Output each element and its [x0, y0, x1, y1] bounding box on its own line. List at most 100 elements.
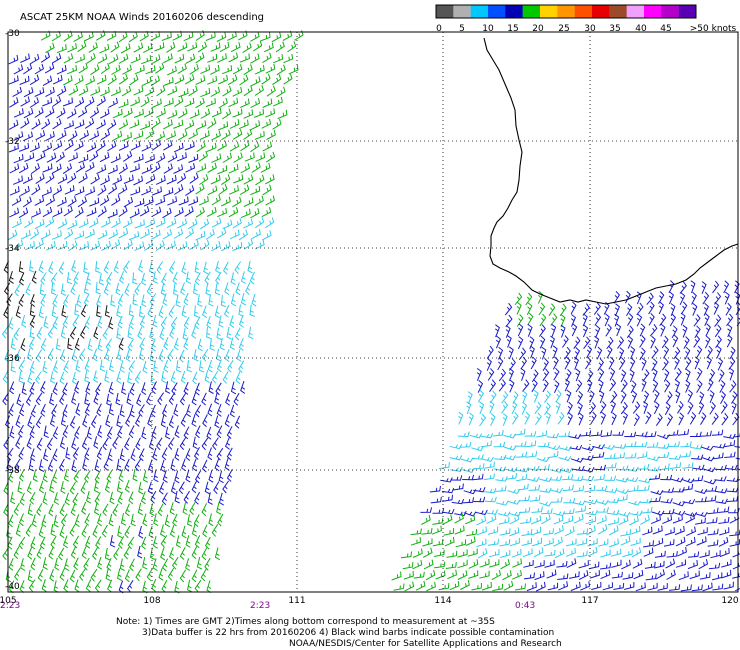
wind-barb: [630, 380, 637, 394]
wind-barb: [27, 371, 33, 385]
wind-barb: [670, 477, 684, 483]
wind-barb: [44, 63, 55, 74]
wind-barb: [129, 208, 140, 219]
wind-barb: [15, 436, 21, 450]
wind-barb: [196, 556, 203, 570]
wind-barb: [700, 445, 714, 451]
wind-barb: [67, 43, 77, 53]
wind-barb: [567, 412, 574, 426]
wind-barb: [714, 292, 722, 305]
wind-barb: [34, 219, 45, 230]
wind-barb: [45, 216, 55, 228]
wind-barb: [222, 152, 232, 163]
wind-barb: [68, 85, 79, 96]
wind-barb: [93, 480, 100, 494]
wind-barb: [141, 294, 147, 308]
wind-barb: [250, 31, 260, 42]
wind-barb: [176, 172, 187, 184]
wind-barb: [23, 87, 34, 98]
wind-barb: [500, 559, 510, 570]
wind-barb: [42, 163, 53, 173]
wind-barb: [173, 119, 184, 129]
wind-barb: [517, 483, 529, 491]
wind-barb: [243, 85, 253, 97]
wind-barb: [541, 346, 547, 360]
wind-barb: [50, 535, 57, 549]
wind-barb: [84, 402, 91, 416]
wind-barb: [71, 459, 77, 473]
wind-barb: [143, 196, 154, 207]
wind-barb: [133, 153, 144, 163]
wind-barb: [652, 368, 658, 382]
wind-barb: [211, 107, 222, 118]
wind-barb: [63, 579, 69, 593]
wind-barb: [495, 335, 502, 349]
wind-barb: [74, 186, 85, 196]
wind-barb: [37, 568, 44, 582]
wind-barb: [653, 389, 660, 403]
wind-barb: [153, 469, 159, 483]
wind-barb: [476, 526, 487, 536]
note-line-2: 3)Data buffer is 22 hrs from 20160206 4)…: [142, 628, 554, 638]
wind-barb: [502, 413, 508, 426]
wind-barb: [27, 415, 33, 429]
wind-barb: [118, 469, 124, 483]
wind-barb: [83, 282, 90, 295]
wind-barb: [139, 206, 150, 217]
wind-barb: [234, 415, 241, 429]
wind-barb: [50, 272, 58, 285]
wind-barb: [457, 570, 468, 580]
wind-barb: [224, 282, 230, 296]
wind-barb: [551, 323, 557, 337]
wind-barb: [691, 454, 704, 460]
wind-barb: [584, 499, 598, 505]
wind-barb: [537, 441, 550, 448]
wind-barb: [207, 403, 213, 417]
wind-barb: [250, 76, 261, 87]
wind-barb: [666, 569, 676, 580]
wind-barb: [604, 475, 617, 481]
wind-barb: [72, 371, 78, 385]
wind-barb: [59, 436, 66, 450]
wind-barb: [432, 508, 445, 514]
wind-barb: [493, 441, 506, 448]
wind-barb: [705, 495, 717, 502]
wind-barb: [254, 85, 264, 96]
wind-barb: [34, 238, 44, 250]
wind-barb: [652, 525, 663, 535]
wind-barb: [139, 348, 145, 361]
wind-barb: [211, 153, 222, 163]
wind-barb: [151, 578, 157, 592]
wind-barb: [727, 324, 733, 338]
wind-barb: [63, 53, 74, 64]
wind-barb: [222, 370, 229, 384]
wind-barb: [630, 346, 636, 360]
wind-barb: [48, 546, 54, 560]
wind-barb: [611, 559, 622, 568]
wind-barb: [148, 459, 154, 473]
wind-barb: [680, 441, 692, 448]
wind-barb: [255, 217, 265, 229]
wind-barb: [104, 547, 111, 561]
wind-barb: [429, 485, 441, 493]
wind-barb: [669, 462, 682, 469]
wind-barb: [536, 457, 550, 463]
wind-barb: [95, 536, 102, 550]
wind-barb: [109, 535, 116, 548]
wind-barb: [479, 558, 490, 568]
wind-barb: [119, 360, 125, 373]
wind-barb: [567, 401, 573, 415]
wind-barb: [68, 130, 78, 142]
wind-barb: [689, 570, 700, 580]
wind-barb: [150, 31, 161, 41]
wind-barb: [262, 52, 272, 64]
wind-barb: [685, 536, 696, 547]
wind-barb: [509, 527, 520, 537]
wind-barb: [621, 559, 631, 570]
wind-barb: [167, 196, 178, 206]
wind-barb: [591, 581, 602, 591]
wind-barb: [183, 292, 189, 306]
wind-barb: [570, 581, 581, 592]
wind-barb: [663, 345, 670, 359]
wind-barb: [630, 510, 643, 516]
